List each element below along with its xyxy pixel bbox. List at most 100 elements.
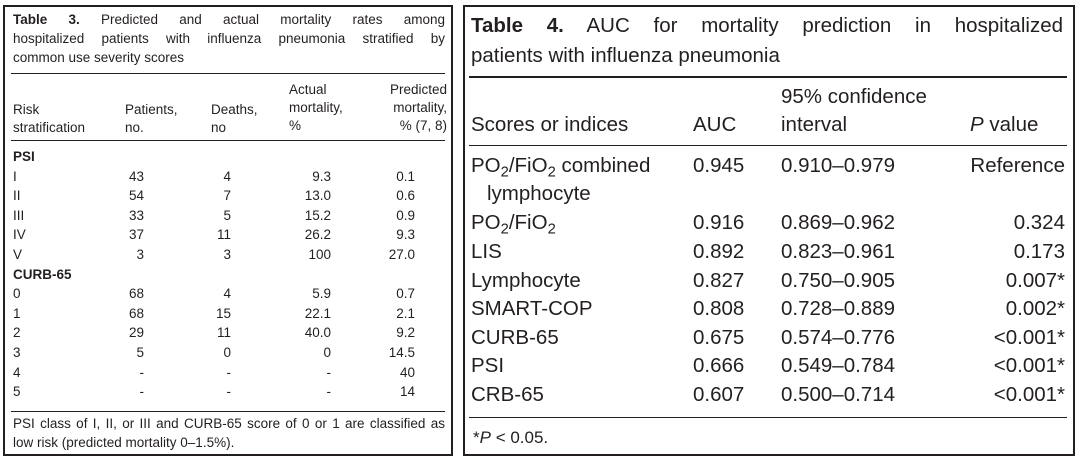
t3-cell-col0: 5 (13, 384, 21, 400)
t4-row-auc: 0.666 (693, 354, 745, 377)
t3-cell-col4: 9.3 (396, 227, 415, 243)
t3-cell-col2: 4 (223, 168, 231, 184)
t3-cell-col3: 26.2 (304, 227, 331, 243)
table-3-caption-line-3: common use severity scores (13, 50, 185, 65)
t3-cell-col0: 4 (13, 364, 21, 380)
t3-cell-col1: - (139, 364, 145, 380)
t4-row-name-cont: lymphocyte (487, 182, 591, 205)
t3-cell-col3: 13.0 (304, 188, 331, 204)
t3-cell-col1: 29 (128, 325, 144, 341)
t4-row-name: LIS (471, 240, 502, 263)
t3-cell-col3: - (326, 364, 332, 380)
t4-row-pvalue: <0.001* (993, 383, 1065, 406)
t3-cell-col3: - (326, 384, 332, 400)
t3-cell-col4: 27.0 (388, 247, 415, 262)
table-4-panel: Table 4. AUC for mortality prediction in… (463, 5, 1075, 456)
table-4-header-rule (469, 145, 1067, 146)
t4-row-name: CRB-65 (471, 383, 544, 406)
t3-cell-col0: V (13, 247, 23, 262)
t4-row-ci: 0.728–0.889 (781, 297, 896, 320)
table-3-top-rule (11, 73, 445, 74)
table-4-top-rule (469, 76, 1067, 78)
t3-cell-col4: 40 (399, 364, 415, 380)
t4-row-auc: 0.808 (693, 297, 745, 320)
t4-row-auc: 0.675 (693, 326, 745, 349)
t3-cell-col1: 3 (136, 247, 144, 262)
t4-row-ci: 0.574–0.776 (781, 326, 896, 349)
t3-cell-col1: 37 (128, 227, 144, 243)
t3-header-deaths: Deaths, no (211, 102, 258, 135)
t4-row-ci: 0.910–0.979 (781, 154, 896, 177)
t3-cell-col2: 15 (215, 305, 231, 321)
t3-cell-col2: 0 (223, 345, 231, 360)
t3-cell-col2: - (226, 384, 232, 400)
table-3-header-rule (11, 140, 445, 141)
t4-row-pvalue: 0.002* (1005, 297, 1065, 320)
t4-row-ci: 0.750–0.905 (781, 269, 896, 292)
t4-row-pvalue: 0.324 (1013, 211, 1065, 234)
t3-header-actual: Actual mortality,% (289, 82, 343, 133)
table-4-caption-line-1: Table 4. AUC for mortality prediction in… (471, 14, 1063, 37)
t3-cell-col4: 14.5 (388, 345, 415, 360)
t3-cell-col2: 11 (216, 227, 231, 243)
t4-row-name: PO2/FiO2 combined (471, 154, 651, 181)
t3-cell-col3: 0 (323, 345, 331, 360)
t3-group-label: CURB-65 (13, 266, 72, 282)
t4-row-auc: 0.916 (693, 211, 745, 234)
t4-row-name: PSI (471, 354, 505, 377)
table-3-caption-line-2: hospitalized patients with influenza pne… (13, 31, 445, 46)
t4-row-name: SMART-COP (471, 297, 593, 320)
t4-row-name: PO2/FiO2 (471, 211, 556, 238)
table-3-panel: Table 3. Predicted and actual mortality … (3, 5, 453, 456)
t4-row-ci: 0.869–0.962 (781, 211, 896, 234)
t3-cell-col1: - (139, 384, 145, 400)
t3-cell-col1: 68 (128, 286, 144, 302)
t3-header-predicted: Predicted mortality,% (7, 8) (389, 82, 447, 133)
t3-header-patients: Patients, no. (125, 102, 178, 135)
t3-cell-col3: 40.0 (304, 325, 331, 341)
t4-row-pvalue: <0.001* (993, 326, 1065, 349)
t4-header-pvalue: P value (970, 113, 1039, 136)
t3-cell-col1: 33 (128, 207, 144, 223)
t4-row-ci: 0.500–0.714 (781, 383, 896, 406)
t4-header-auc: AUC (693, 113, 737, 136)
t3-cell-col4: 2.1 (396, 305, 415, 321)
t3-cell-col0: 2 (13, 325, 21, 341)
t4-row-auc: 0.827 (693, 269, 745, 292)
t3-cell-col2: - (226, 364, 232, 380)
t4-row-auc: 0.892 (693, 240, 745, 263)
t3-cell-col2: 3 (223, 247, 231, 262)
t4-row-pvalue: 0.173 (1013, 240, 1065, 263)
table-3-footnote-line-1: PSI class of I, II, or III and CURB-65 s… (13, 416, 445, 431)
table-4-bottom-rule (469, 417, 1067, 418)
t3-cell-col4: 0.6 (396, 188, 415, 204)
t3-cell-col0: 0 (13, 286, 21, 302)
t3-cell-col1: 43 (128, 168, 144, 184)
t3-header-risk: Risk stratification (13, 102, 86, 135)
t3-cell-col2: 11 (216, 325, 231, 341)
t4-header-scores: Scores or indices (471, 113, 629, 136)
t4-row-pvalue: <0.001* (993, 354, 1065, 377)
table-3-caption-line-1: Table 3. Predicted and actual mortality … (13, 12, 445, 27)
t3-cell-col2: 4 (223, 286, 231, 302)
t4-row-name: Lymphocyte (471, 269, 581, 292)
table-3-bottom-rule (11, 411, 445, 412)
t4-row-auc: 0.945 (693, 154, 745, 177)
t3-cell-col0: 3 (13, 345, 21, 360)
table-4-caption-line-2: patients with influenza pneumonia (471, 44, 780, 67)
t4-row-ci: 0.549–0.784 (781, 354, 896, 377)
t3-cell-col4: 0.7 (396, 286, 415, 302)
t3-cell-col4: 9.2 (396, 325, 415, 341)
t3-cell-col3: 15.2 (304, 207, 331, 223)
t3-cell-col1: 54 (128, 188, 144, 204)
t3-cell-col0: III (13, 207, 25, 223)
t3-cell-col4: 0.1 (396, 168, 415, 184)
t4-row-name: CURB-65 (471, 326, 559, 349)
t4-row-pvalue: 0.007* (1005, 269, 1065, 292)
t3-cell-col1: 5 (136, 345, 144, 360)
t3-cell-col4: 0.9 (396, 207, 415, 223)
t3-cell-col0: I (13, 168, 17, 184)
table-4-footnote: *P < 0.05. (473, 428, 549, 447)
t3-cell-col3: 5.9 (312, 286, 331, 302)
t4-header-ci: 95% confidence interval (781, 85, 927, 136)
